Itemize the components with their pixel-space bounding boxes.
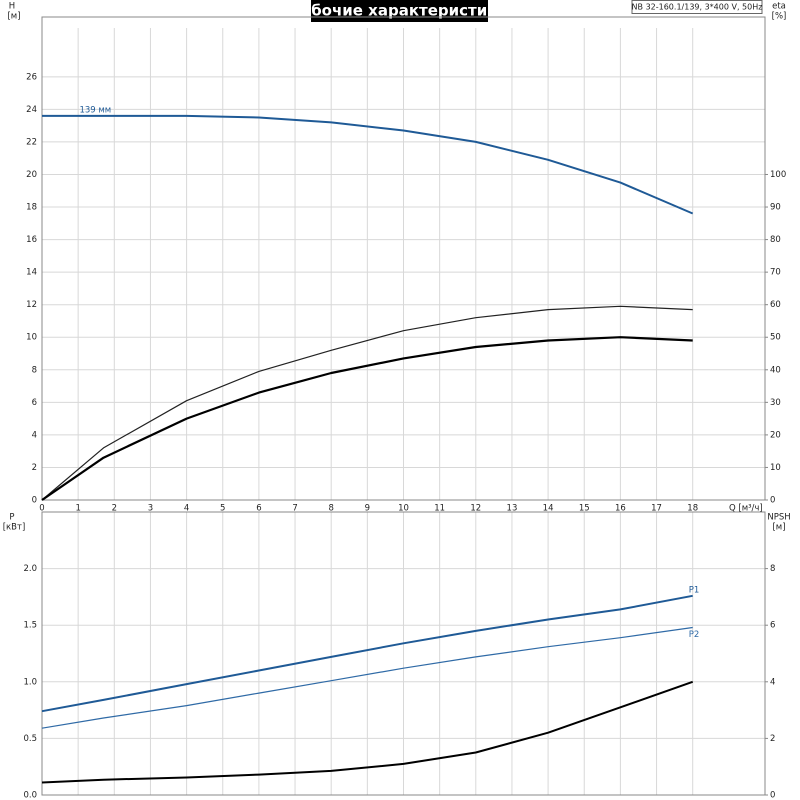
x-tick-label: 7 — [292, 504, 297, 514]
x-tick-label: 5 — [220, 504, 225, 514]
y-tick-label: 16 — [26, 235, 37, 245]
y2-axis-label: eta — [772, 2, 786, 12]
x-tick-label: 12 — [470, 504, 481, 514]
y2-tick-label: 30 — [770, 398, 781, 408]
y-tick-label: 26 — [26, 72, 37, 82]
y2-tick-label: 60 — [770, 300, 781, 310]
series-line — [41, 680, 694, 784]
y2-axis-unit: [м] — [772, 523, 785, 533]
plot-frame — [41, 511, 766, 796]
series-line — [41, 305, 693, 501]
x-tick-label: 4 — [184, 504, 189, 514]
y-tick-label: 6 — [32, 398, 37, 408]
chart-title: Рабочие характеристики — [290, 2, 508, 20]
x-tick-label: 18 — [687, 504, 698, 514]
x-tick-label: 9 — [365, 504, 370, 514]
y2-tick-label: 4 — [770, 677, 775, 687]
y2-tick-label: 100 — [770, 170, 786, 180]
y-tick-label: 2 — [32, 463, 37, 473]
plot-frame — [41, 16, 766, 501]
series-line — [41, 594, 693, 713]
x-tick-label: 3 — [148, 504, 153, 514]
y2-tick-label: 70 — [770, 268, 781, 278]
y-axis-label: H — [9, 2, 15, 12]
series-label: P2 — [689, 630, 700, 640]
y-tick-label: 22 — [26, 137, 37, 147]
y2-tick-label: 10 — [770, 463, 781, 473]
y-tick-label: 1.0 — [23, 677, 37, 687]
series-line — [42, 114, 694, 215]
y2-tick-label: 6 — [770, 621, 775, 631]
x-tick-label: 2 — [112, 504, 117, 514]
y-tick-label: 8 — [32, 365, 37, 375]
model-box — [631, 0, 763, 14]
y-tick-label: 18 — [26, 203, 37, 213]
x-tick-label: 8 — [328, 504, 333, 514]
y-tick-label: 12 — [26, 300, 37, 310]
y2-tick-label: 2 — [770, 734, 775, 744]
x-tick-label: 11 — [434, 504, 445, 514]
series-label: P1 — [689, 585, 700, 595]
x-tick-label: 14 — [543, 504, 554, 514]
y-axis-unit: [м] — [7, 12, 20, 22]
x-axis-label: Q [м³/ч] — [729, 504, 763, 514]
y-tick-label: 14 — [26, 268, 37, 278]
y2-tick-label: 8 — [770, 564, 775, 574]
x-tick-label: 15 — [579, 504, 590, 514]
y-tick-label: 2.0 — [23, 564, 37, 574]
x-tick-label: 1 — [75, 504, 80, 514]
y-tick-label: 0.5 — [23, 734, 37, 744]
y-axis-unit: [кВт] — [3, 523, 26, 533]
series-line — [41, 626, 693, 729]
y-tick-label: 0.0 — [23, 791, 37, 800]
series-line — [41, 336, 693, 501]
y2-tick-label: 80 — [770, 235, 781, 245]
x-tick-label: 0 — [39, 504, 44, 514]
x-tick-label: 16 — [615, 504, 626, 514]
y2-tick-label: 90 — [770, 203, 781, 213]
y-tick-label: 24 — [26, 105, 37, 115]
y2-axis-unit: [%] — [772, 12, 787, 22]
x-tick-label: 10 — [398, 504, 409, 514]
x-tick-label: 13 — [507, 504, 518, 514]
y2-axis-label: NPSH — [767, 513, 790, 523]
y-tick-label: 20 — [26, 170, 37, 180]
series-label: 139 мм — [79, 105, 111, 115]
y-tick-label: 0 — [32, 496, 37, 506]
model-label: NB 32-160.1/139, 3*400 V, 50Hz — [632, 3, 763, 12]
x-tick-label: 17 — [651, 504, 662, 514]
y2-tick-label: 0 — [770, 791, 775, 800]
y2-tick-label: 40 — [770, 365, 781, 375]
y2-tick-label: 0 — [770, 496, 775, 506]
x-tick-label: 6 — [256, 504, 261, 514]
y-tick-label: 10 — [26, 333, 37, 343]
y2-tick-label: 50 — [770, 333, 781, 343]
y-tick-label: 4 — [32, 430, 37, 440]
y-tick-label: 1.5 — [23, 621, 37, 631]
y-axis-label: P — [9, 513, 14, 523]
y2-tick-label: 20 — [770, 430, 781, 440]
